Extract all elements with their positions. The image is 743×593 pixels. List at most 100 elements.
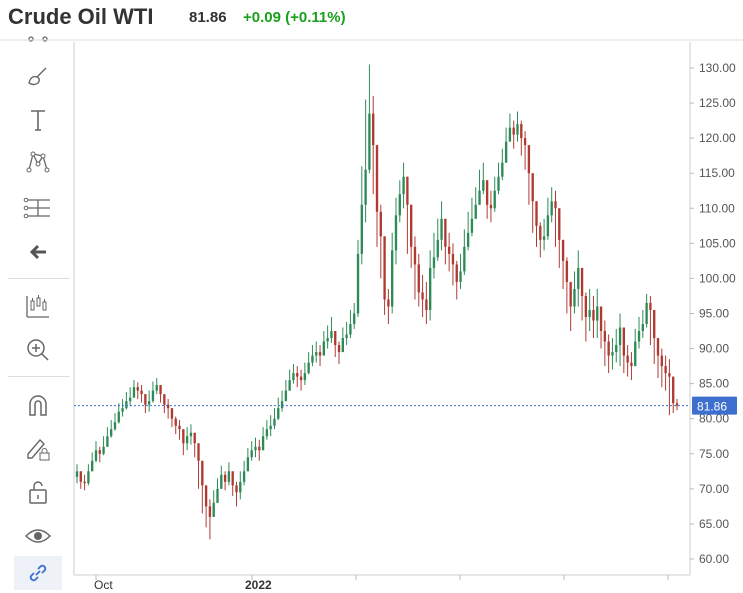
candle-body bbox=[512, 127, 515, 135]
unlock-icon[interactable] bbox=[22, 476, 54, 508]
y-tick-label: 90.00 bbox=[699, 342, 729, 356]
candle-body bbox=[508, 127, 512, 142]
x-tick-label: 2022 bbox=[245, 578, 272, 592]
candle-body bbox=[455, 264, 458, 282]
candle-body bbox=[546, 215, 550, 237]
candle-body bbox=[261, 436, 265, 451]
candle-body bbox=[489, 204, 493, 209]
candle-body bbox=[672, 376, 675, 404]
measure-icon[interactable] bbox=[22, 192, 54, 224]
toolbar-divider bbox=[8, 278, 70, 279]
candle-body bbox=[580, 267, 584, 296]
candle-body bbox=[523, 138, 527, 146]
y-tick-label: 65.00 bbox=[699, 517, 729, 531]
candle-body bbox=[406, 176, 409, 205]
y-tick-label: 60.00 bbox=[699, 552, 729, 566]
price-change: +0.09 (+0.11%) bbox=[243, 9, 346, 26]
candle-body bbox=[185, 436, 189, 444]
candle-body bbox=[227, 471, 231, 482]
candle-body bbox=[413, 246, 417, 265]
y-tick-label: 80.00 bbox=[699, 412, 729, 426]
candle-body bbox=[607, 341, 610, 356]
candle-body bbox=[170, 408, 174, 419]
candle-body bbox=[569, 281, 572, 307]
candle-body bbox=[299, 376, 303, 381]
candle-body bbox=[596, 306, 599, 321]
y-tick-label: 120.00 bbox=[699, 131, 736, 145]
candle-body bbox=[368, 113, 371, 170]
zoom-in-icon[interactable] bbox=[22, 334, 54, 366]
candle-body bbox=[106, 436, 109, 447]
candle-body bbox=[626, 355, 629, 363]
y-tick-label: 125.00 bbox=[699, 96, 736, 110]
last-price-label-bg bbox=[692, 396, 737, 415]
candle-body bbox=[645, 302, 648, 325]
candle-body bbox=[470, 218, 474, 233]
candle-body bbox=[113, 422, 117, 430]
candle-body bbox=[520, 124, 523, 139]
candle-body bbox=[364, 169, 367, 205]
candle-body bbox=[144, 394, 147, 405]
last-price-label: 81.86 bbox=[697, 400, 727, 414]
magnet-icon[interactable] bbox=[22, 390, 54, 422]
candle-body bbox=[246, 457, 250, 472]
candle-body bbox=[660, 355, 663, 367]
candle-body bbox=[550, 201, 553, 216]
back-arrow-icon[interactable] bbox=[22, 236, 54, 268]
indicators-icon[interactable] bbox=[22, 290, 54, 322]
candle-body bbox=[603, 331, 607, 342]
candle-body bbox=[463, 246, 466, 272]
candle-body bbox=[421, 292, 424, 300]
y-tick-label: 70.00 bbox=[699, 482, 729, 496]
y-tick-label: 95.00 bbox=[699, 306, 729, 320]
candle-body bbox=[166, 404, 170, 409]
candle-body bbox=[349, 324, 352, 335]
toolbar-divider bbox=[8, 376, 70, 377]
candle-body bbox=[87, 471, 90, 484]
line-icon[interactable] bbox=[22, 36, 54, 50]
candle-body bbox=[584, 295, 588, 317]
candle-body bbox=[558, 208, 561, 240]
pattern-icon[interactable] bbox=[22, 146, 54, 178]
candle-body bbox=[425, 299, 428, 310]
candle-body bbox=[417, 264, 420, 293]
candle-body bbox=[501, 162, 504, 177]
candle-body bbox=[75, 471, 79, 477]
y-tick-label: 110.00 bbox=[699, 201, 735, 215]
candle-body bbox=[592, 309, 595, 321]
lock-drawing-icon[interactable] bbox=[22, 432, 54, 464]
candle-body bbox=[478, 190, 481, 205]
eye-icon[interactable] bbox=[22, 520, 54, 552]
candle-body bbox=[618, 327, 622, 346]
candle-body bbox=[653, 309, 656, 339]
candle-body bbox=[561, 239, 565, 261]
link-icon[interactable] bbox=[14, 556, 62, 590]
candle-body bbox=[436, 239, 439, 258]
candle-body bbox=[675, 403, 679, 406]
candle-body bbox=[341, 338, 344, 353]
candle-body bbox=[402, 176, 405, 195]
candle-body bbox=[383, 236, 386, 300]
candle-body bbox=[239, 481, 242, 493]
candle-body bbox=[220, 474, 223, 489]
candle-body bbox=[432, 257, 436, 268]
candle-body bbox=[303, 373, 307, 381]
brush-icon[interactable] bbox=[22, 60, 54, 92]
candle-body bbox=[201, 460, 204, 486]
candle-body bbox=[394, 215, 398, 251]
candle-body bbox=[197, 443, 200, 461]
candle-body bbox=[102, 446, 105, 454]
candle-body bbox=[504, 141, 508, 163]
candle-body bbox=[204, 485, 208, 507]
candle-body bbox=[360, 204, 363, 254]
candle-body bbox=[280, 401, 284, 409]
candle-body bbox=[258, 446, 261, 451]
candle-body bbox=[125, 401, 128, 409]
candle-body bbox=[372, 113, 375, 146]
candle-body bbox=[664, 366, 667, 374]
candle-body bbox=[307, 362, 310, 374]
candle-body bbox=[497, 176, 500, 191]
candle-body bbox=[182, 429, 185, 444]
text-icon[interactable] bbox=[22, 104, 54, 136]
